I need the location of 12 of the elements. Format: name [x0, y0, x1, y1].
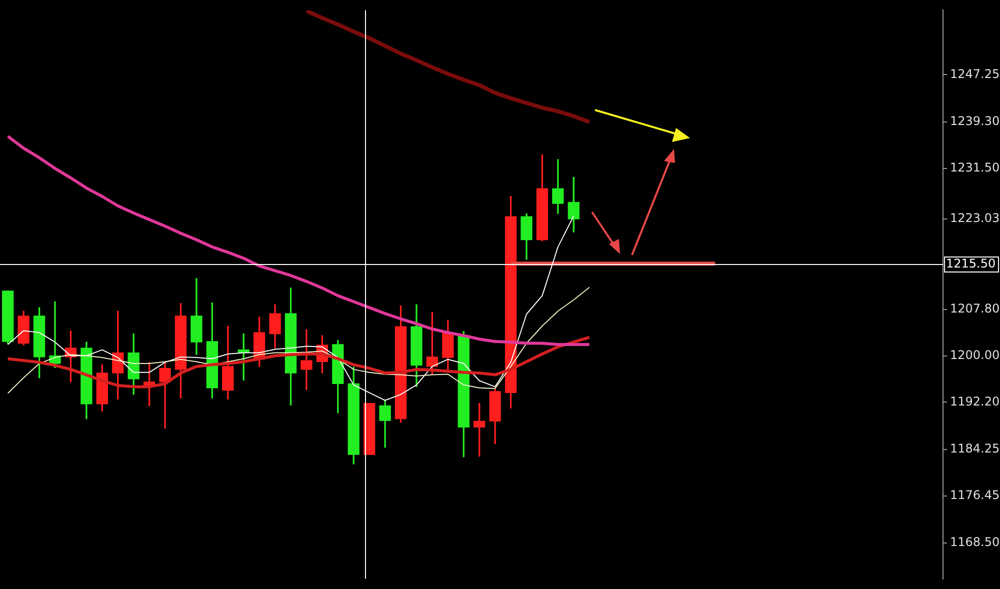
- y-tick-label: 1231.50: [950, 160, 1000, 175]
- ref-line-label: 1215.50: [946, 256, 996, 271]
- y-tick-label: 1184.25: [950, 442, 1000, 456]
- y-tick-label: 1168.50: [950, 535, 1000, 550]
- y-tick-label: 1247.25: [950, 66, 1000, 81]
- y-tick-label: 1192.20: [950, 394, 1000, 408]
- y-tick-label: 1223.03: [950, 210, 1000, 225]
- y-tick-label: 1176.45: [950, 488, 1000, 502]
- y-tick-label: 1239.30: [950, 114, 1000, 128]
- y-tick-label: 1207.80: [950, 301, 1000, 316]
- candlestick: [300, 329, 312, 390]
- y-tick-label: 1200.00: [950, 348, 1000, 362]
